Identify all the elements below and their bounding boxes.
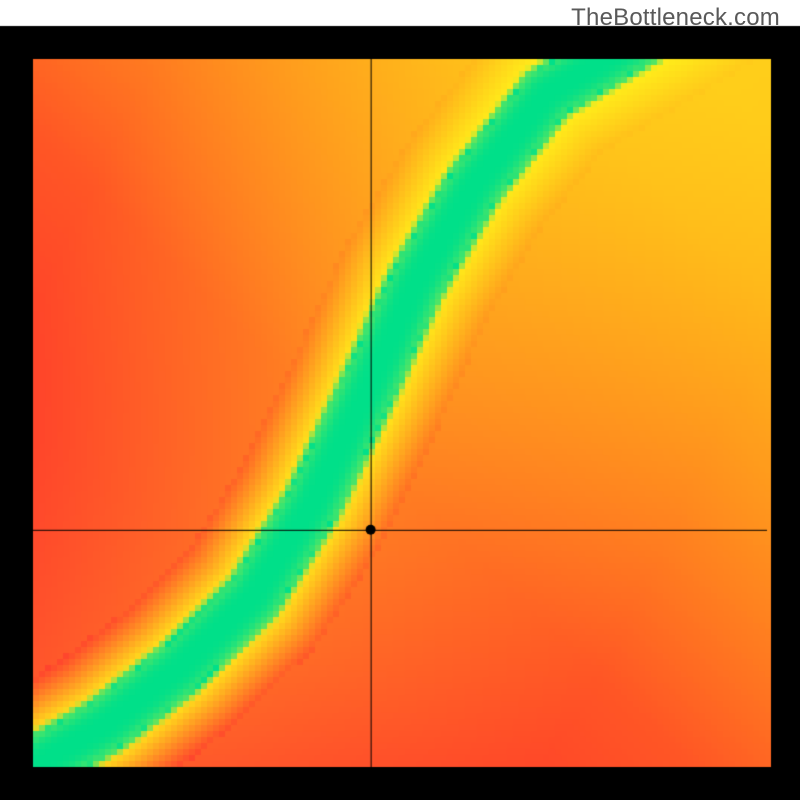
- watermark-text: TheBottleneck.com: [571, 4, 780, 32]
- bottleneck-heatmap-canvas: [0, 0, 800, 800]
- stage: TheBottleneck.com: [0, 0, 800, 800]
